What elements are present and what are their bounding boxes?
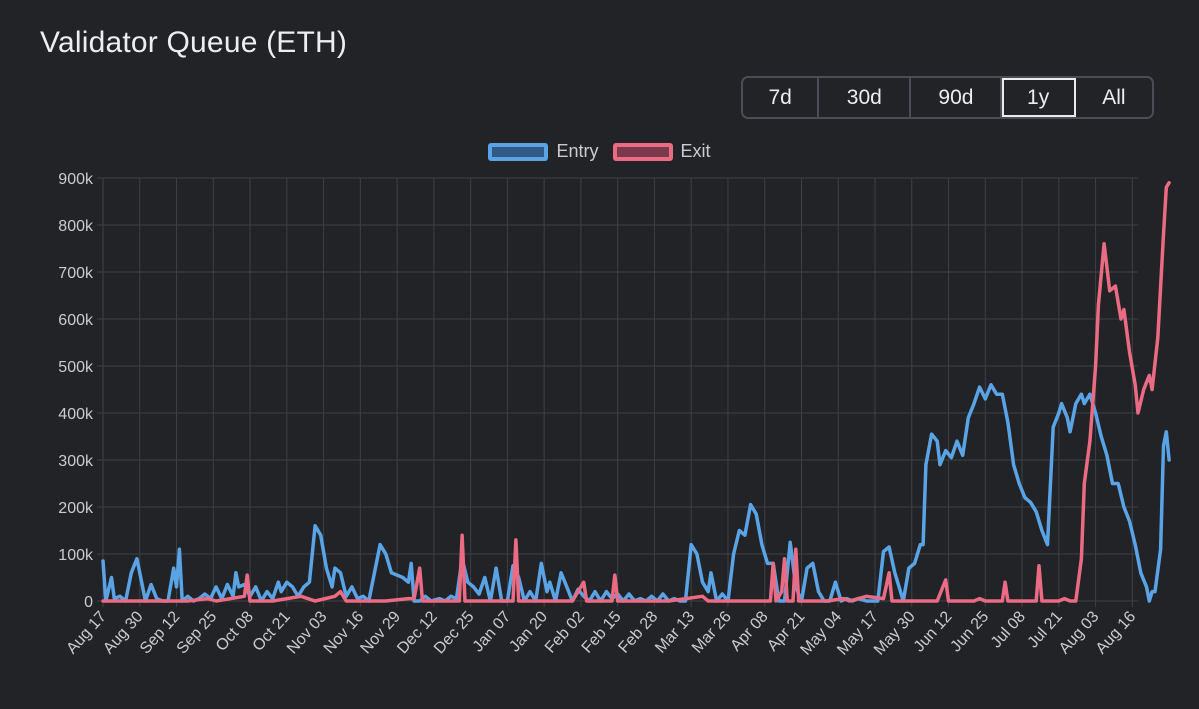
exit-swatch — [612, 142, 673, 161]
x-tick-label: Mar 13 — [652, 608, 698, 656]
legend-item-entry[interactable]: Entry — [488, 141, 599, 162]
x-tick-label: Nov 29 — [358, 608, 405, 657]
range-button-all[interactable]: All — [1102, 85, 1126, 109]
x-tick-label: Mar 26 — [689, 608, 735, 656]
range-button-7d[interactable]: 7d — [743, 78, 820, 117]
x-tick-label: Jun 12 — [911, 608, 956, 655]
y-tick-label: 400k — [58, 406, 94, 423]
page-title: Validator Queue (ETH) — [40, 26, 348, 59]
time-range-selector: 7d 30d 90d 1y All — [741, 76, 1154, 119]
x-tick-label: May 30 — [871, 608, 919, 658]
y-tick-label: 500k — [58, 359, 94, 376]
y-tick-label: 900k — [58, 171, 94, 188]
x-tick-label: Jul 08 — [988, 608, 1029, 651]
x-tick-label: Feb 02 — [542, 608, 588, 656]
entry-swatch — [488, 142, 549, 161]
y-tick-label: 800k — [58, 218, 94, 235]
x-tick-label: Aug 16 — [1093, 608, 1140, 657]
x-tick-label: Feb 28 — [615, 608, 661, 656]
x-tick-label: Jan 07 — [470, 608, 515, 655]
y-tick-label: 0 — [84, 594, 93, 611]
range-button-30d[interactable]: 30d — [819, 78, 912, 117]
x-tick-label: Feb 15 — [579, 608, 625, 656]
x-tick-label: Sep 25 — [174, 608, 221, 657]
x-tick-label: Jun 25 — [947, 608, 992, 655]
y-tick-label: 200k — [58, 500, 94, 517]
range-button-90d[interactable]: 90d — [911, 78, 1003, 117]
x-tick-label: Dec 25 — [431, 608, 478, 657]
y-tick-label: 700k — [58, 265, 94, 282]
x-tick-label: Apr 08 — [728, 608, 772, 654]
legend-label-entry: Entry — [556, 141, 599, 161]
x-tick-label: Sep 12 — [137, 608, 184, 657]
x-tick-label: Aug 30 — [100, 608, 147, 657]
series-line-entry — [101, 383, 1171, 603]
range-button-1y[interactable]: 1y — [1002, 78, 1076, 117]
x-tick-label: Oct 08 — [213, 608, 257, 654]
chart-legend: Entry Exit — [0, 141, 1199, 162]
y-tick-label: 300k — [58, 453, 94, 470]
legend-item-exit[interactable]: Exit — [612, 141, 711, 162]
x-tick-label: Aug 03 — [1056, 608, 1103, 657]
x-tick-label: Dec 12 — [394, 608, 441, 657]
x-tick-label: Aug 17 — [63, 608, 110, 657]
y-tick-label: 100k — [58, 547, 94, 564]
legend-label-exit: Exit — [680, 141, 711, 161]
y-tick-label: 600k — [58, 312, 94, 329]
series-line-exit — [101, 180, 1171, 603]
x-tick-label: Nov 03 — [284, 608, 331, 657]
x-tick-label: Nov 16 — [321, 608, 368, 657]
